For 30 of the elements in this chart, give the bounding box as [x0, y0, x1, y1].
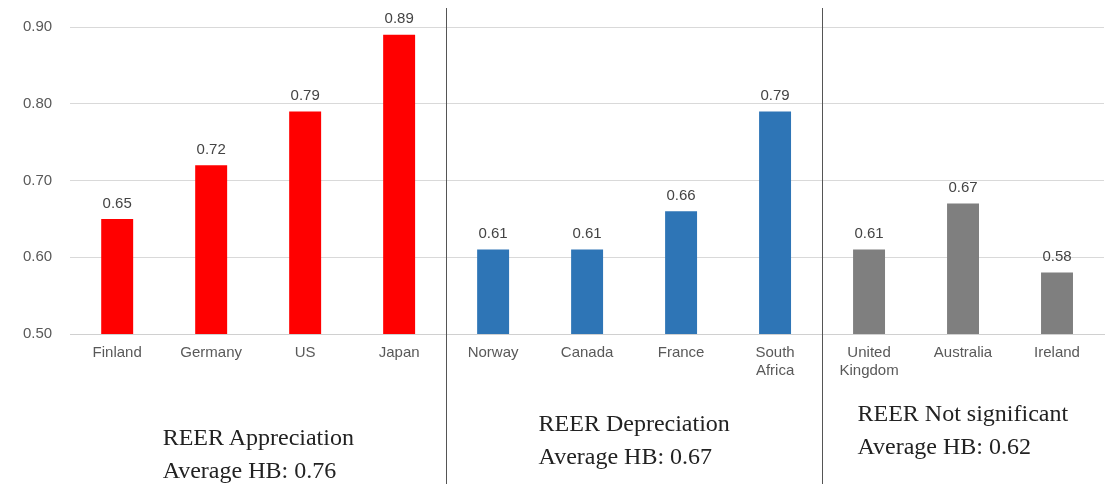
data-label: 0.79: [760, 86, 790, 104]
data-label: 0.61: [572, 224, 602, 242]
y-tick-label: 0.50: [22, 324, 53, 342]
x-tick-label: France: [657, 343, 705, 361]
data-label: 0.61: [854, 224, 884, 242]
y-tick-label: 0.80: [22, 93, 53, 111]
data-label: 0.65: [102, 193, 132, 211]
x-tick-label: South Africa: [755, 343, 795, 379]
x-tick-label: Canada: [560, 343, 615, 361]
data-label: 0.66: [666, 185, 696, 203]
x-tick-label: Australia: [933, 343, 993, 361]
x-tick-label: Norway: [467, 343, 520, 361]
data-label: 0.72: [196, 139, 226, 157]
data-label: 0.79: [290, 86, 320, 104]
x-tick-label: US: [294, 343, 316, 361]
text: REER Depreciation Average HB: 0.67: [538, 409, 730, 471]
y-tick-label: 0.90: [22, 17, 53, 35]
data-label: 0.58: [1042, 247, 1072, 265]
y-tick-label: 0.70: [22, 170, 53, 188]
x-tick-label: Japan: [378, 343, 420, 361]
data-label: 0.67: [948, 178, 978, 196]
text: REER Not significant Average HB: 0.62: [857, 399, 1069, 461]
y-tick-label: 0.60: [22, 247, 53, 265]
x-tick-label: United Kingdom: [839, 343, 899, 379]
x-tick-label: Germany: [180, 343, 243, 361]
data-label: 0.89: [384, 9, 414, 27]
data-label: 0.61: [478, 224, 508, 242]
x-tick-label: Ireland: [1034, 343, 1080, 361]
x-tick-label: Finland: [92, 343, 142, 361]
text: REER Appreciation Average HB: 0.76: [162, 423, 354, 485]
